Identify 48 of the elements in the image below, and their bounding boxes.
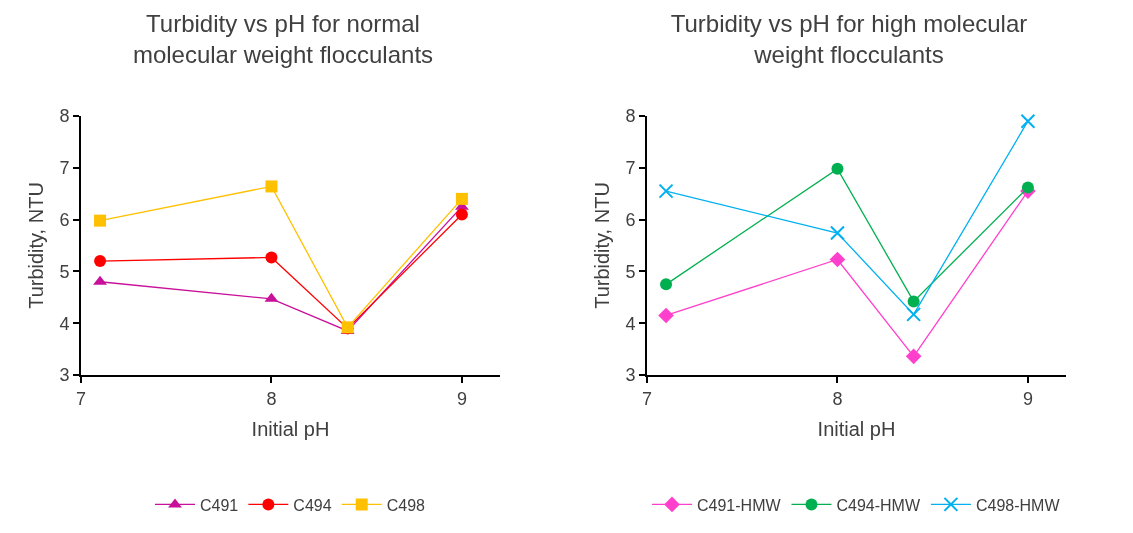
y-tick-label: 6 <box>625 209 636 230</box>
x-tick-label: 9 <box>456 388 467 409</box>
point <box>658 307 674 324</box>
point <box>905 348 922 365</box>
point <box>907 295 920 308</box>
y-tick-label: 8 <box>625 106 636 127</box>
y-tick-label: 3 <box>59 365 70 386</box>
y-tick-label: 3 <box>625 365 636 386</box>
x-tick-label: 9 <box>1022 388 1033 409</box>
point <box>831 162 844 175</box>
x-tick-label: 7 <box>641 388 653 409</box>
y-tick-label: 4 <box>625 313 636 334</box>
point <box>455 208 468 221</box>
legend-label: C491 <box>200 496 239 514</box>
point <box>658 183 674 199</box>
chart-title: Turbidity vs pH for normal molecular weight flocculants <box>132 9 434 69</box>
point <box>265 251 278 264</box>
x-tick-label: 8 <box>832 388 843 409</box>
point <box>829 225 845 241</box>
y-tick-label: 7 <box>625 158 636 179</box>
point <box>93 275 107 285</box>
legend-label: C498-HMW <box>975 496 1061 514</box>
y-tick-label: 4 <box>59 313 70 334</box>
chart-title: Turbidity vs pH for high molecular weight flocculants <box>670 9 1028 69</box>
legend-label: C494-HMW <box>836 496 921 514</box>
point <box>94 214 107 227</box>
point <box>660 278 673 291</box>
point <box>1020 113 1036 129</box>
legend-label: C498 <box>386 496 426 514</box>
x-tick-label: 7 <box>75 388 87 409</box>
y-tick-label: 7 <box>59 158 70 179</box>
point <box>265 180 278 193</box>
y-axis-title: Turbidity, NTU <box>25 182 48 309</box>
legend-label: C494 <box>293 496 332 514</box>
y-tick-label: 5 <box>59 261 70 282</box>
x-axis-title: Initial pH <box>817 417 896 440</box>
point <box>906 306 922 322</box>
point <box>1021 181 1034 194</box>
y-tick-label: 6 <box>59 209 70 230</box>
y-tick-label: 8 <box>59 106 70 127</box>
point <box>94 255 107 268</box>
y-axis-title: Turbidity, NTU <box>591 182 614 309</box>
x-tick-label: 8 <box>266 388 277 409</box>
point <box>455 192 468 205</box>
legend-label: C491-HMW <box>697 496 782 514</box>
x-axis-title: Initial pH <box>251 417 330 440</box>
y-tick-label: 5 <box>625 261 636 282</box>
point <box>829 251 846 268</box>
